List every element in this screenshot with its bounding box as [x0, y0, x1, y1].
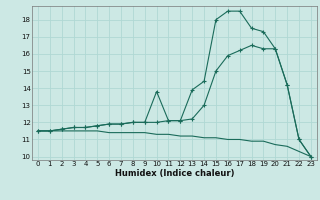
- X-axis label: Humidex (Indice chaleur): Humidex (Indice chaleur): [115, 169, 234, 178]
